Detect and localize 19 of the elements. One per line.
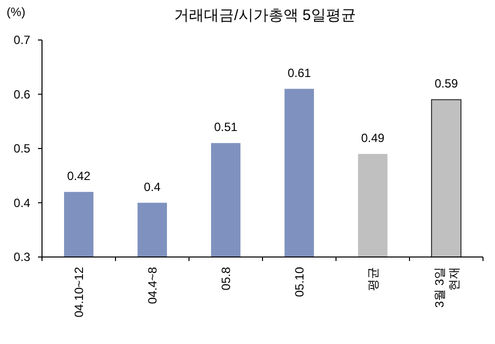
x-tick-label: 05.8 [218,266,233,290]
x-tick-label: 3월 3일 현재 [432,267,461,308]
x-tick-label: 04.10~12 [72,266,86,318]
data-label: 0.42 [67,168,91,183]
chart-title: 거래대금/시가총액 5일평균 [174,7,356,24]
data-label: 0.59 [434,76,458,91]
x-tick-label: 평균 [366,267,380,291]
data-label: 0.49 [361,130,385,145]
y-axis-title: (%) [6,5,26,19]
data-label: 0.61 [288,66,312,80]
y-tick-label: 0.5 [14,142,31,156]
y-tick-label: 0.3 [14,250,31,264]
data-label: 0.51 [214,120,238,134]
y-tick-label: 0.6 [14,87,31,102]
x-tick-label: 04.4~8 [145,266,160,304]
y-tick-label: 0.4 [14,196,31,210]
y-tick-label: 0.7 [14,33,31,48]
x-tick-label: 05.10 [292,266,306,298]
data-label: 0.4 [144,180,161,194]
